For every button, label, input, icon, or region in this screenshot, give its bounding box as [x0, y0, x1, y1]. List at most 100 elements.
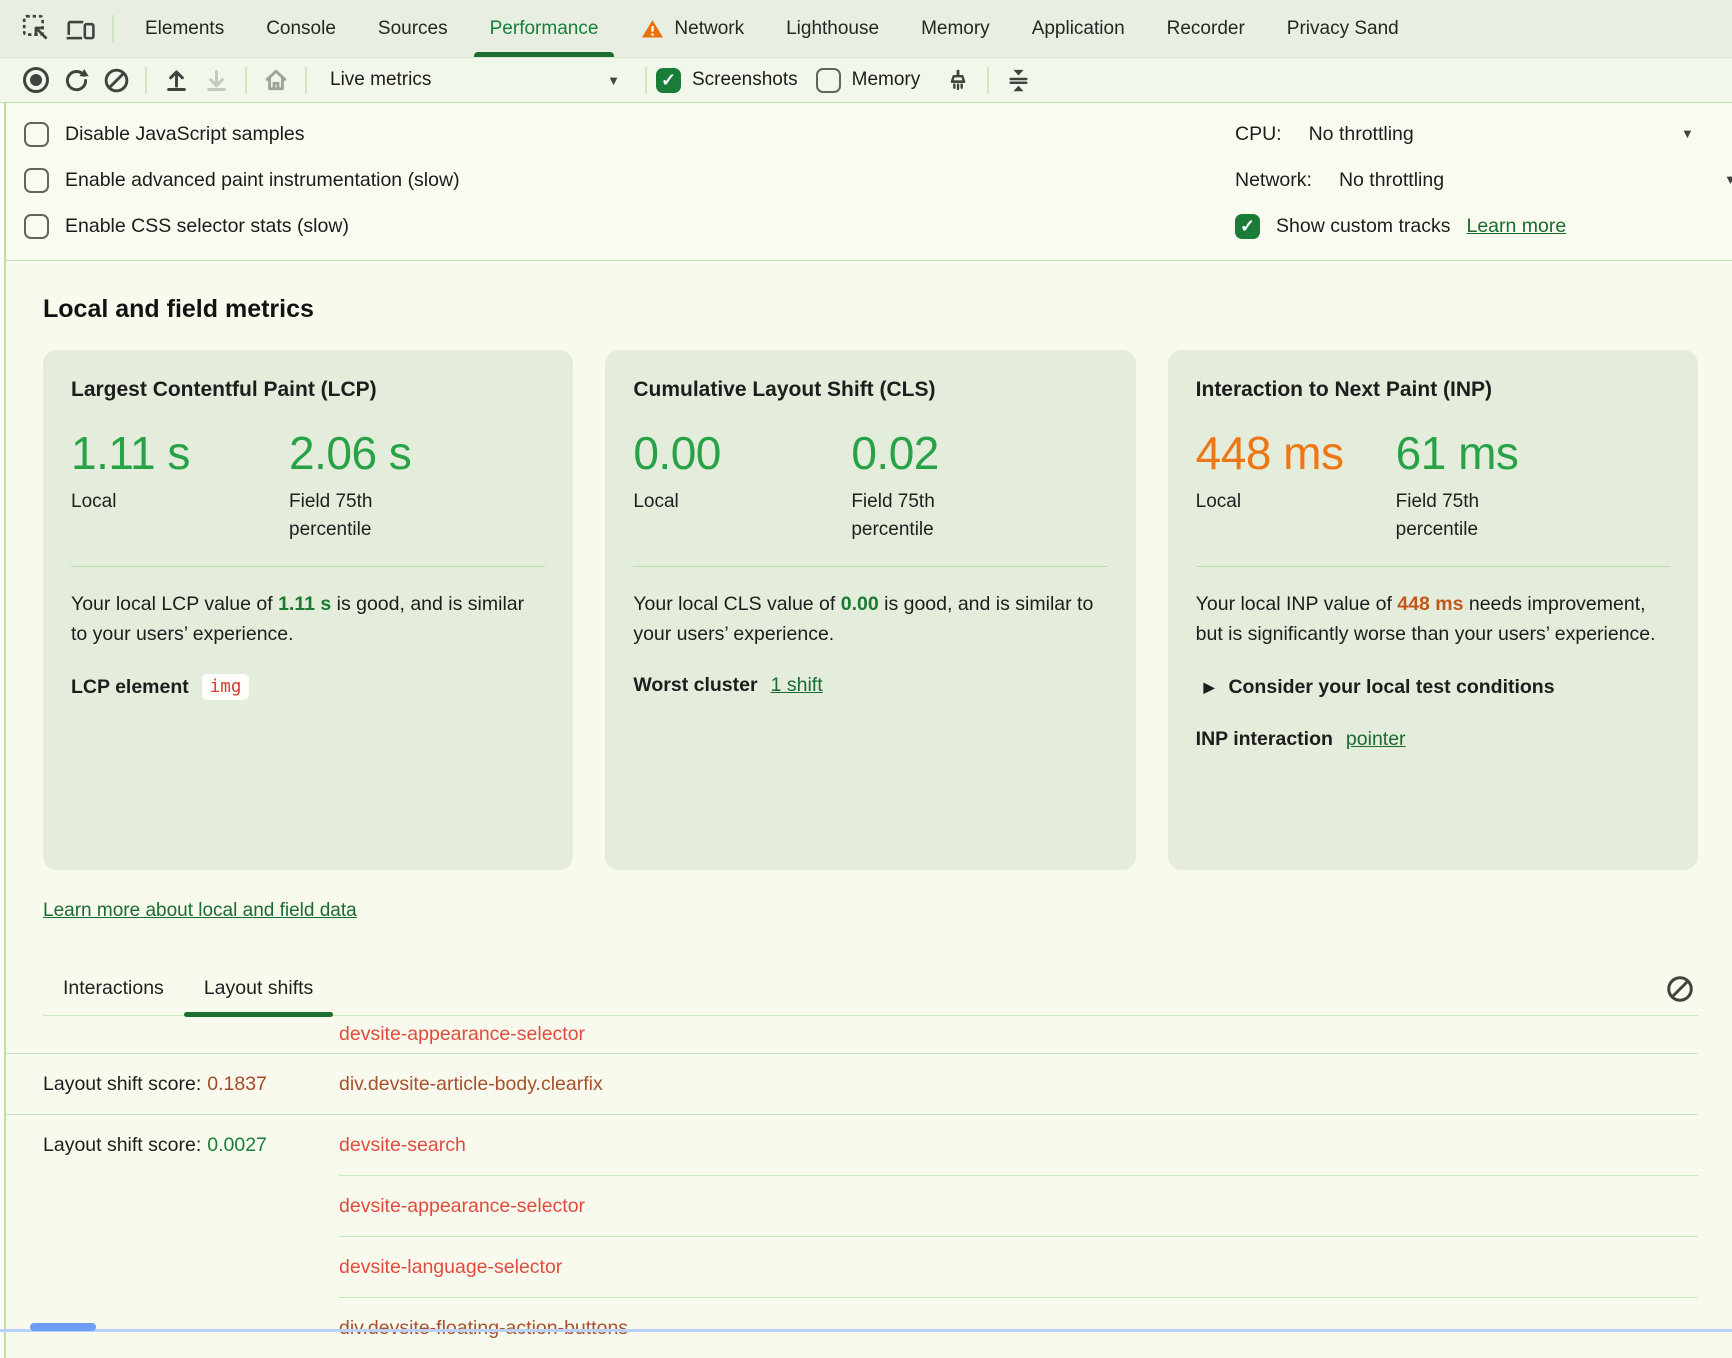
inp-interaction-link[interactable]: pointer	[1345, 728, 1406, 750]
table-row[interactable]: devsite-appearance-selector	[6, 1175, 1698, 1236]
table-row[interactable]: devsite-appearance-selector	[6, 1016, 1698, 1053]
inp-local-label: Local	[1195, 491, 1242, 512]
cls-card-title: Cumulative Layout Shift (CLS)	[633, 378, 936, 401]
memory-label[interactable]: Memory	[851, 69, 921, 90]
chevron-down-icon: ▼	[607, 72, 620, 88]
learn-local-field-link[interactable]: Learn more about local and field data	[43, 900, 357, 921]
lcp-element-chip[interactable]: img	[201, 674, 250, 700]
learn-more-link[interactable]: Learn more	[1466, 214, 1567, 237]
memory-checkbox[interactable]	[815, 67, 841, 93]
show-custom-tracks-label[interactable]: Show custom tracks	[1276, 214, 1451, 237]
clear-log-icon[interactable]	[1662, 974, 1698, 1004]
history-dropdown[interactable]: Live metrics ▼	[330, 69, 620, 90]
tab-memory[interactable]: Memory	[921, 17, 990, 39]
show-custom-tracks-checkbox[interactable]: ✓	[1235, 213, 1260, 239]
layout-shift-list: devsite-appearance-selector Layout shift…	[6, 1016, 1732, 1358]
cpu-throttling-row: CPU: No throttling ▼	[1235, 111, 1732, 157]
tab-elements[interactable]: Elements	[145, 17, 225, 39]
cls-field-label: Field 75th percentile	[851, 491, 935, 540]
warning-icon	[640, 17, 665, 41]
lcp-card-title: Largest Contentful Paint (LCP)	[71, 378, 377, 401]
device-toolbar-icon[interactable]	[58, 0, 102, 57]
capture-options: Disable JavaScript samples Enable advanc…	[6, 103, 1732, 261]
chevron-down-icon[interactable]: ▼	[1724, 172, 1732, 187]
collapse-panel-icon[interactable]	[998, 60, 1038, 100]
tab-network[interactable]: Network	[619, 0, 765, 57]
element-link[interactable]: div.devsite-floating-action-buttons	[339, 1316, 629, 1339]
option-advanced-paint[interactable]: Enable advanced paint instrumentation (s…	[24, 157, 1732, 203]
reload-and-record-button[interactable]	[56, 60, 96, 100]
check-icon: ✓	[660, 69, 677, 90]
tab-recorder[interactable]: Recorder	[1166, 17, 1245, 39]
table-row[interactable]: div.devsite-floating-action-buttons	[6, 1297, 1698, 1358]
divider	[71, 566, 546, 567]
inp-local-value: 448 ms	[1195, 427, 1344, 479]
advanced-paint-checkbox[interactable]	[24, 167, 49, 193]
option-disable-js-samples[interactable]: Disable JavaScript samples	[24, 111, 1732, 157]
option-css-selector-stats[interactable]: Enable CSS selector stats (slow)	[24, 203, 1732, 249]
tab-lighthouse[interactable]: Lighthouse	[786, 17, 880, 39]
tab-layout-shifts[interactable]: Layout shifts	[183, 962, 334, 1017]
table-row[interactable]: Layout shift score: 0.1837 div.devsite-a…	[6, 1053, 1698, 1114]
metric-cards: Largest Contentful Paint (LCP) 1.11 s Lo…	[43, 350, 1698, 870]
element-link[interactable]: devsite-appearance-selector	[339, 1023, 586, 1045]
performance-toolbar: Live metrics ▼ ✓ Screenshots Memory	[0, 58, 1732, 103]
screenshots-label[interactable]: Screenshots	[692, 69, 798, 90]
collect-garbage-icon[interactable]	[938, 60, 978, 100]
tab-application[interactable]: Application	[1031, 17, 1125, 39]
inp-field-value: 61 ms	[1395, 427, 1519, 479]
throttling-options: CPU: No throttling ▼ Network: No throttl…	[1235, 111, 1732, 249]
clear-button[interactable]	[96, 60, 136, 100]
tab-interactions[interactable]: Interactions	[63, 977, 164, 999]
tab-privacy-sandbox[interactable]: Privacy Sand	[1286, 17, 1399, 39]
check-icon: ✓	[1239, 215, 1256, 236]
divider	[305, 66, 307, 94]
performance-panel-body: Disable JavaScript samples Enable advanc…	[4, 103, 1732, 1358]
divider	[1195, 566, 1670, 567]
element-link[interactable]: devsite-search	[339, 1133, 466, 1156]
clipped-bottom-element	[0, 1329, 1732, 1332]
load-profile-icon[interactable]	[156, 60, 196, 100]
table-row[interactable]: devsite-language-selector	[6, 1236, 1698, 1297]
lcp-description: Your local LCP value of 1.11 s is good, …	[71, 593, 525, 645]
tab-console[interactable]: Console	[266, 17, 336, 39]
chevron-down-icon[interactable]: ▼	[1681, 126, 1694, 141]
divider	[987, 66, 990, 94]
worst-cluster-label: Worst cluster	[633, 674, 758, 696]
element-link[interactable]: devsite-language-selector	[339, 1255, 563, 1278]
lcp-field-label: Field 75th percentile	[289, 491, 373, 540]
element-link[interactable]: devsite-appearance-selector	[339, 1194, 586, 1217]
inp-interaction-label: INP interaction	[1195, 728, 1333, 750]
inp-card: Interaction to Next Paint (INP) 448 ms L…	[1167, 350, 1698, 870]
worst-cluster-link[interactable]: 1 shift	[770, 674, 823, 696]
network-label: Network:	[1235, 168, 1312, 191]
screenshots-checkbox[interactable]: ✓	[656, 67, 681, 93]
disable-js-samples-checkbox[interactable]	[24, 121, 49, 147]
record-button[interactable]	[16, 60, 56, 100]
lcp-local-value: 1.11 s	[71, 427, 190, 479]
divider	[645, 66, 647, 94]
tab-performance[interactable]: Performance	[469, 0, 620, 57]
cls-local-value: 0.00	[633, 427, 721, 479]
custom-tracks-row: ✓ Show custom tracks Learn more	[1235, 203, 1732, 249]
local-test-conditions-disclosure[interactable]: ▶ Consider your local test conditions	[1203, 676, 1555, 698]
inspect-element-icon[interactable]	[14, 0, 58, 57]
network-throttling-select[interactable]: No throttling	[1338, 168, 1445, 191]
lcp-element-label: LCP element	[71, 675, 189, 698]
inp-description: Your local INP value of 448 ms needs imp…	[1195, 593, 1656, 645]
inp-field-label: Field 75th percentile	[1395, 491, 1480, 540]
tab-sources[interactable]: Sources	[377, 17, 448, 39]
cpu-throttling-select[interactable]: No throttling	[1308, 122, 1414, 145]
network-throttling-row: Network: No throttling ▼	[1235, 157, 1732, 203]
cls-description: Your local CLS value of 0.00 is good, an…	[633, 593, 1094, 645]
triangle-right-icon: ▶	[1203, 679, 1215, 695]
lcp-local-label: Local	[71, 491, 117, 512]
devtools-tabbar: Elements Console Sources Performance Net…	[0, 0, 1732, 58]
cls-local-label: Local	[633, 491, 679, 512]
element-link[interactable]: div.devsite-article-body.clearfix	[339, 1072, 603, 1095]
table-row[interactable]: Layout shift score: 0.0027 devsite-searc…	[6, 1114, 1698, 1175]
lcp-card: Largest Contentful Paint (LCP) 1.11 s Lo…	[43, 350, 574, 870]
css-selector-stats-checkbox[interactable]	[24, 213, 49, 239]
cpu-label: CPU:	[1235, 122, 1282, 145]
cls-card: Cumulative Layout Shift (CLS) 0.00 Local…	[605, 350, 1136, 870]
